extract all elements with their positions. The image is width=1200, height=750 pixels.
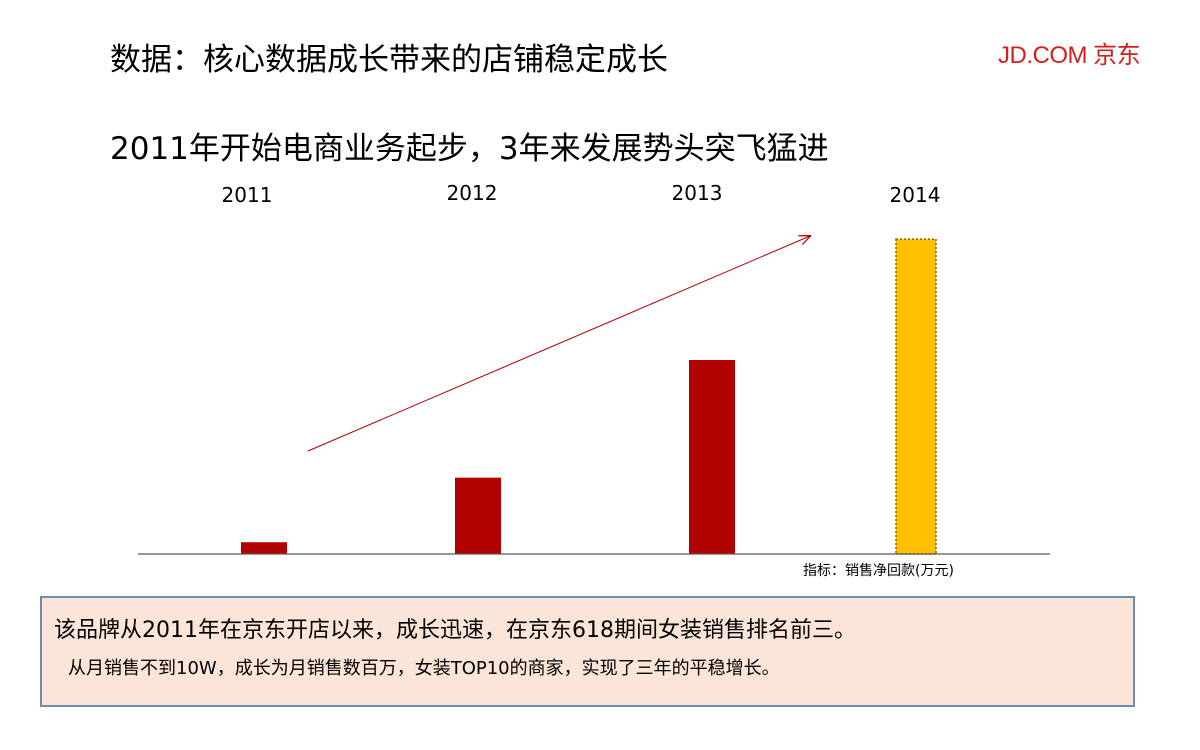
page-title: 数据：核心数据成长带来的店铺稳定成长 bbox=[110, 42, 668, 78]
category-label-2012: 2012 bbox=[447, 181, 498, 205]
summary-line-1: 该品牌从2011年在京东开店以来，成长迅速，在京东618期间女装销售排名前三。 bbox=[54, 618, 856, 643]
bar-2014 bbox=[895, 238, 937, 555]
summary-box: 该品牌从2011年在京东开店以来，成长迅速，在京东618期间女装销售排名前三。 … bbox=[40, 596, 1135, 707]
bar-2012 bbox=[455, 477, 501, 554]
trend-arrow bbox=[307, 236, 810, 452]
metric-label: 指标：销售净回款(万元) bbox=[803, 563, 954, 579]
category-label-2014: 2014 bbox=[890, 183, 941, 207]
jd-logo: JD.COM 京东 bbox=[998, 42, 1141, 69]
chart-subtitle: 2011年开始电商业务起步，3年来发展势头突飞猛进 bbox=[110, 131, 829, 167]
summary-line-2: 从月销售不到10W，成长为月销售数百万，女装TOP10的商家，实现了三年的平稳增… bbox=[68, 658, 780, 679]
category-label-2011: 2011 bbox=[222, 183, 273, 207]
bar-2011 bbox=[241, 542, 287, 554]
bar-2013 bbox=[689, 360, 735, 554]
sales-bar-chart: 2011 2012 2013 2014 bbox=[138, 181, 1050, 555]
category-label-2013: 2013 bbox=[672, 181, 723, 205]
